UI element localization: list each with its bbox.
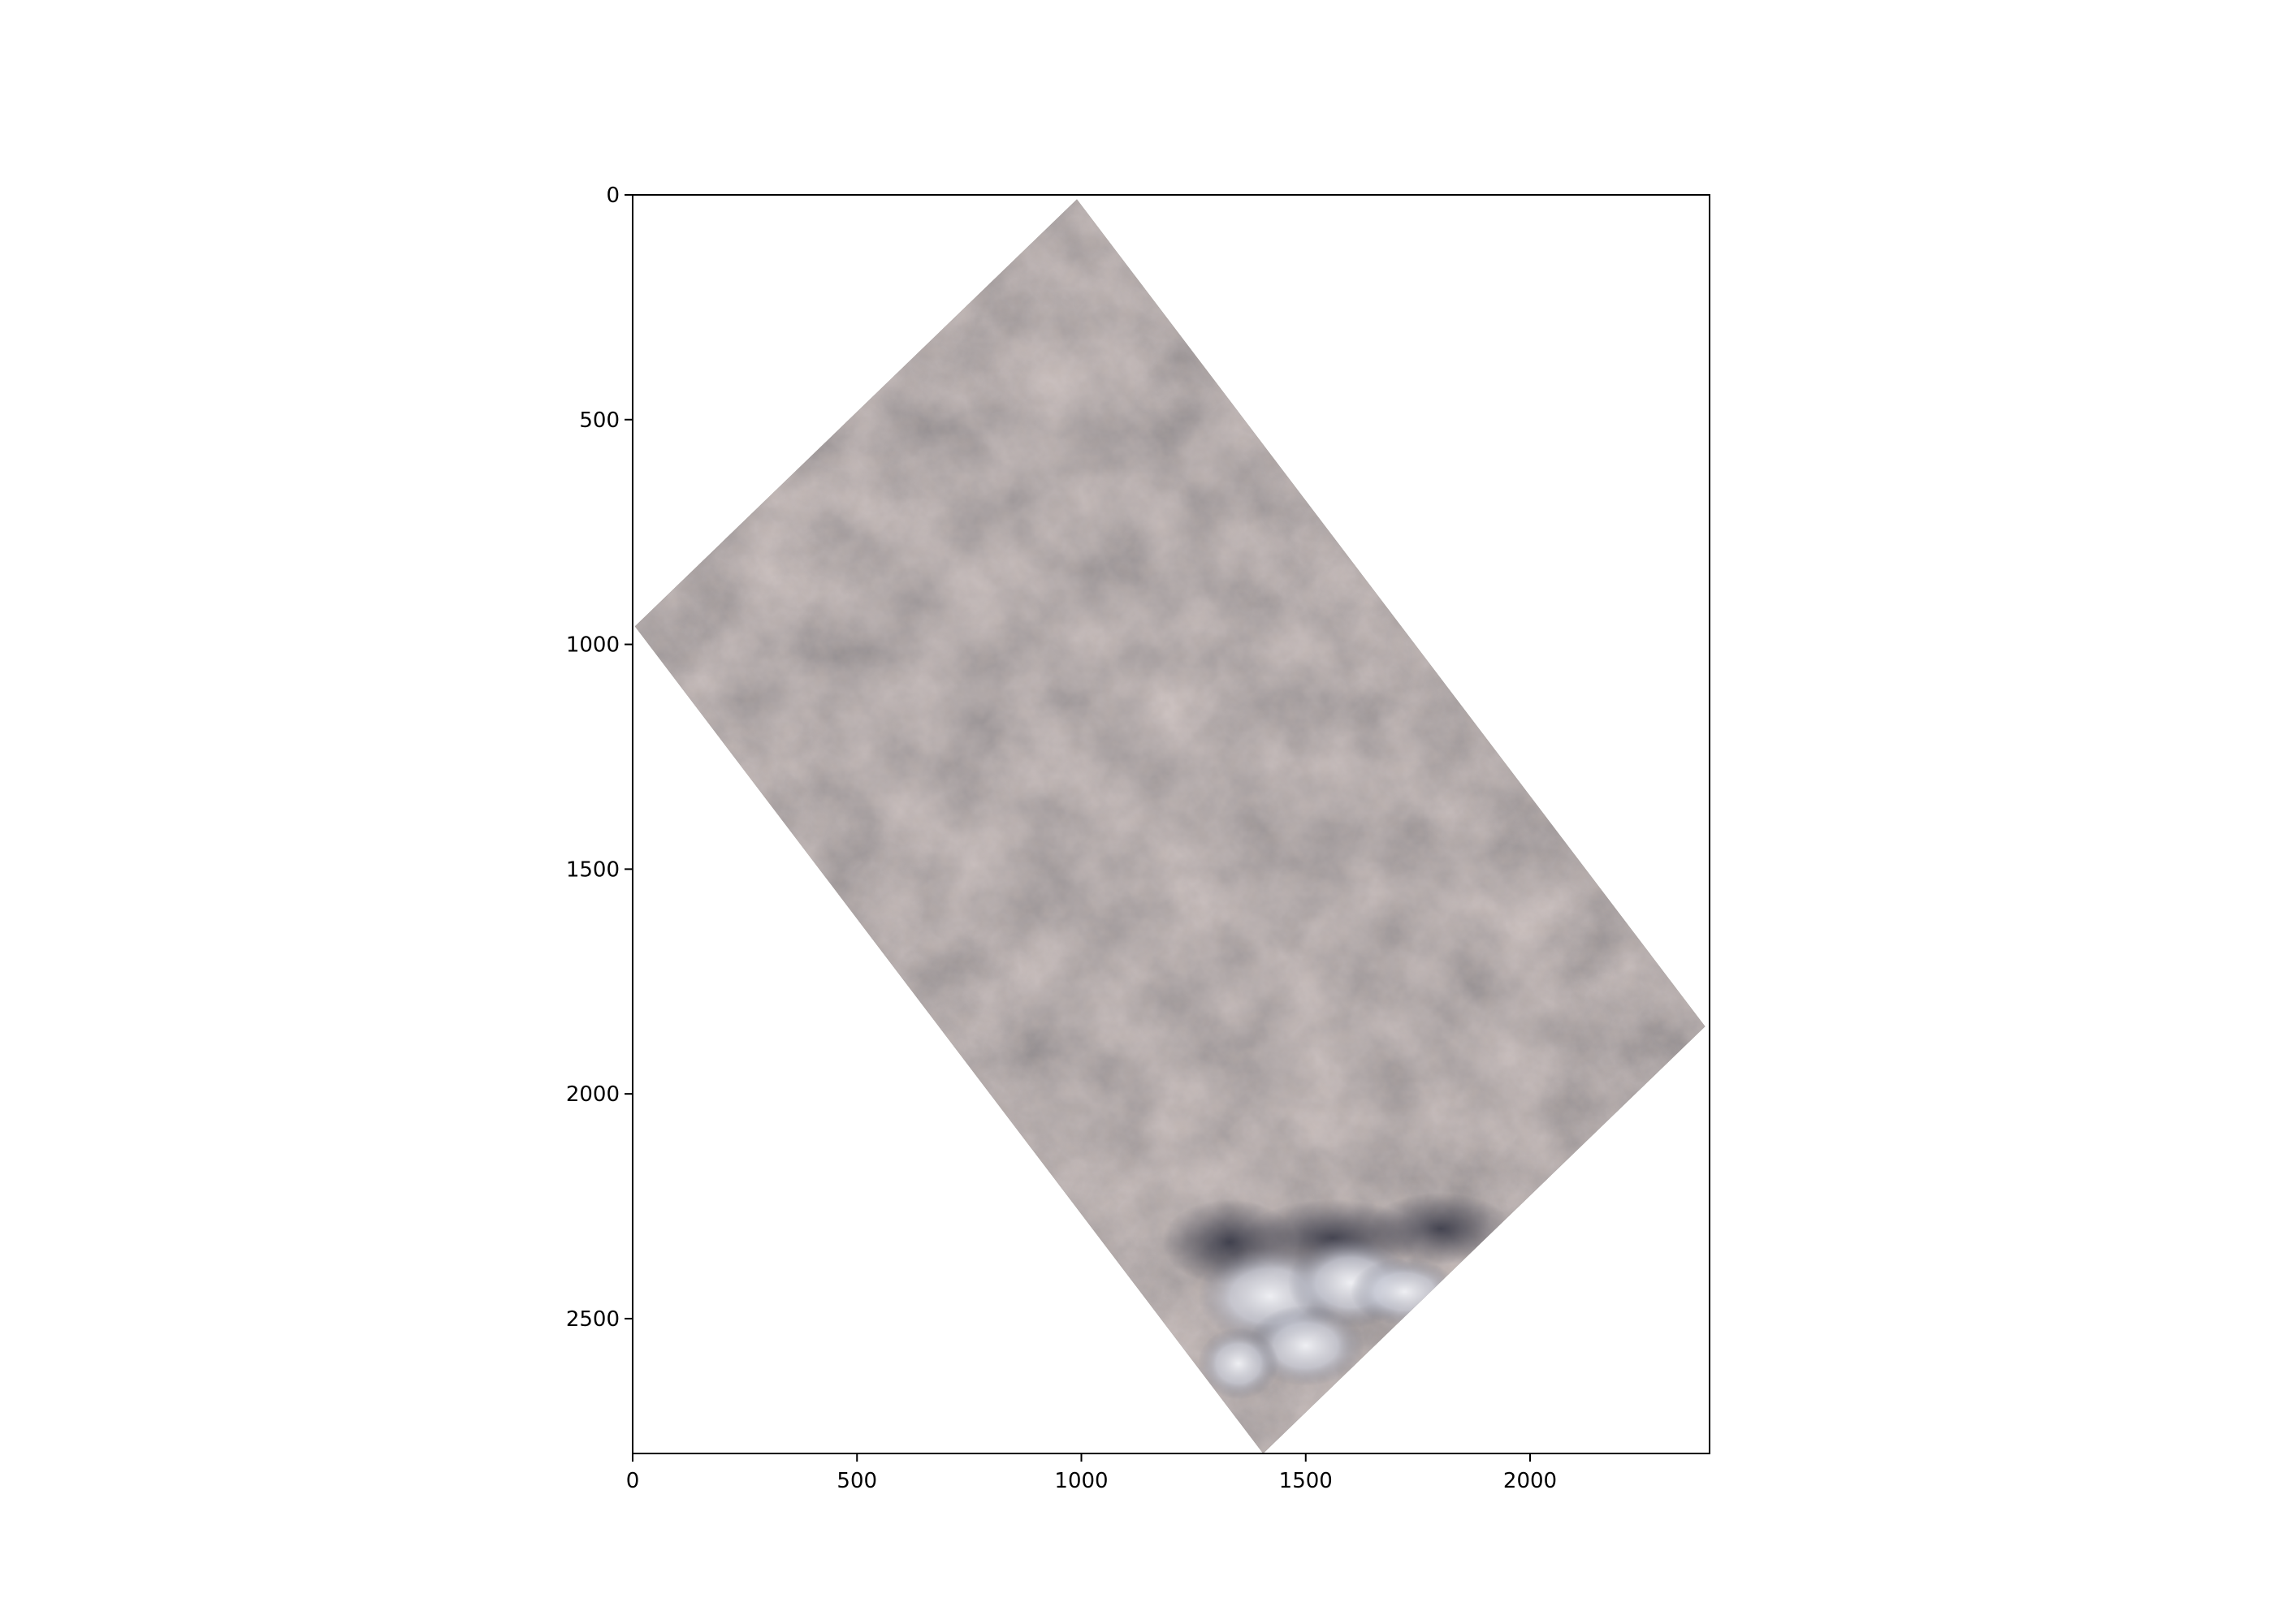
x-tick-label: 2000 [1503, 1469, 1557, 1493]
y-axis-ticks: 0 500 1000 1500 2000 2500 [566, 184, 633, 1332]
x-tick-label: 500 [837, 1469, 877, 1493]
cloud-cover [1161, 1192, 1512, 1400]
plot-axes: 0 500 1000 1500 2000 0 500 1000 1500 2000 2500 [566, 184, 1710, 1493]
y-tick-label: 2500 [566, 1307, 620, 1332]
cloud [1198, 1328, 1279, 1400]
x-tick-label: 0 [626, 1469, 640, 1493]
y-tick-label: 1500 [566, 857, 620, 882]
cloud-shadow [1368, 1192, 1512, 1265]
x-tick-label: 1000 [1054, 1469, 1108, 1493]
y-tick-label: 500 [579, 408, 620, 433]
axes-frame [632, 194, 1710, 1454]
y-tick-label: 2000 [566, 1082, 620, 1107]
satellite-image [634, 199, 1706, 1453]
cloud [1351, 1258, 1459, 1326]
x-tick-label: 1500 [1279, 1469, 1333, 1493]
y-tick-label: 1000 [566, 633, 620, 658]
terrain-fields [634, 199, 1706, 1453]
x-axis-ticks: 0 500 1000 1500 2000 [626, 1453, 1557, 1493]
y-tick-label: 0 [606, 184, 620, 208]
